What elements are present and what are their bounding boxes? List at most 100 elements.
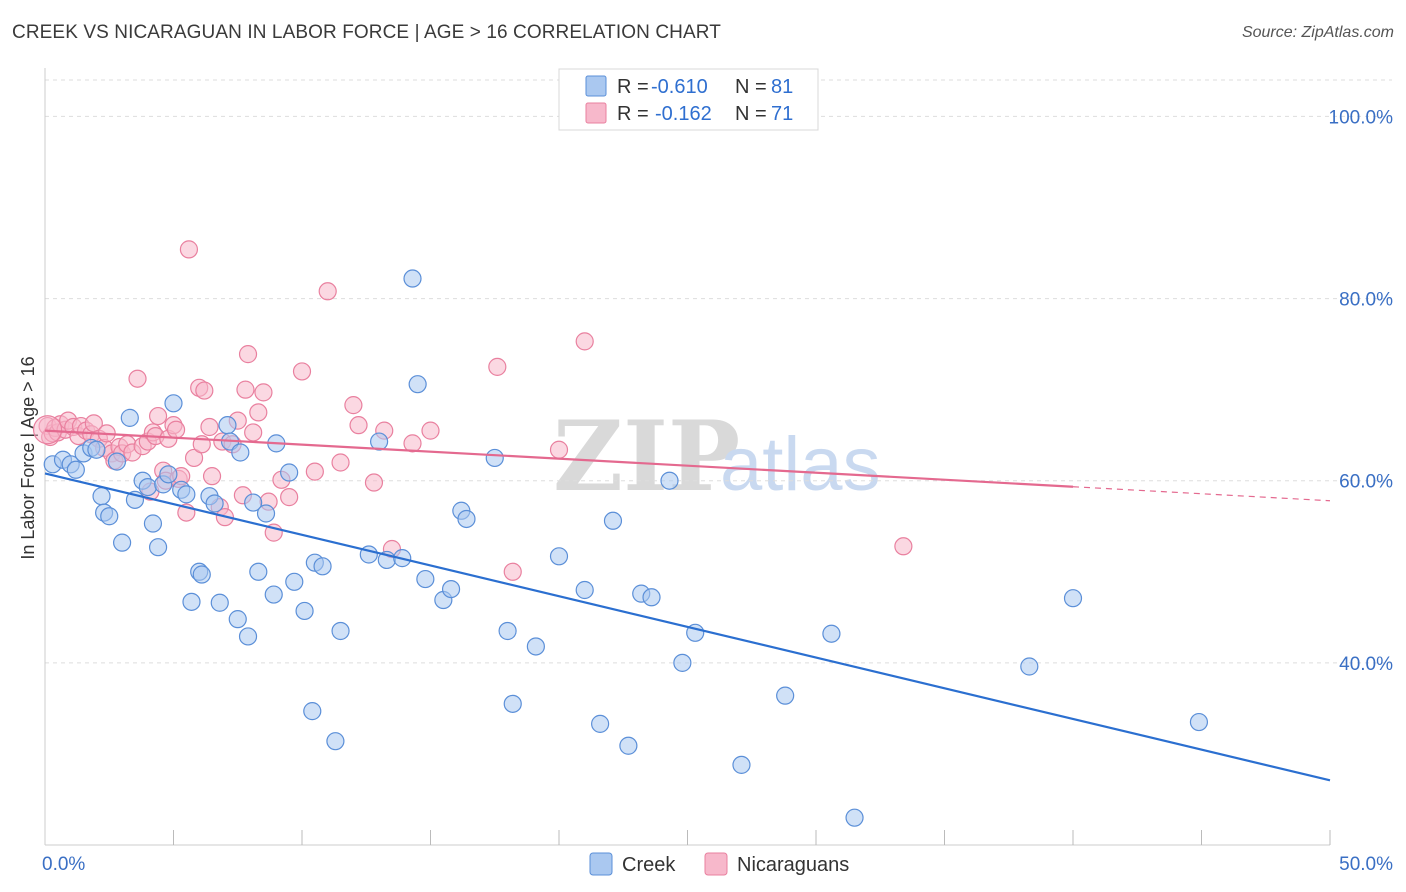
x-tick-label: 0.0% xyxy=(42,854,85,875)
nicaraguans-trend-line xyxy=(44,429,1074,488)
nicaraguans-points xyxy=(32,240,913,581)
x-tick-label: 50.0% xyxy=(1339,854,1393,875)
nicaraguan-point xyxy=(280,488,299,507)
legend-r-value: -0.162 xyxy=(655,103,712,125)
nicaraguan-point xyxy=(249,403,268,422)
tick-labels: 40.0% 60.0% 80.0% 100.0% 0.0% 50.0% xyxy=(42,107,1393,875)
creek-point xyxy=(295,601,314,621)
creek-point xyxy=(845,808,864,827)
nicaraguan-point xyxy=(236,380,255,399)
legend: R = -0.610 N = 81 R = -0.162 N = 71 xyxy=(558,68,819,131)
creek-point xyxy=(526,637,545,656)
creek-point xyxy=(498,621,517,641)
legend-n-value: 81 xyxy=(771,76,793,98)
creek-point xyxy=(776,686,795,705)
creek-point xyxy=(205,494,224,513)
nicaraguan-point xyxy=(184,448,204,468)
creek-trend-line xyxy=(44,472,1331,782)
legend-swatch-creek xyxy=(585,75,607,97)
nicaraguan-point xyxy=(549,440,569,459)
legend-n-value: 71 xyxy=(771,103,793,125)
creek-point xyxy=(256,504,276,523)
creek-point xyxy=(177,485,196,504)
nicaraguan-point xyxy=(195,381,214,400)
y-axis-label: In Labor Force | Age > 16 xyxy=(18,356,38,559)
creek-point xyxy=(249,562,268,581)
watermark-zip: ZIP xyxy=(553,400,740,513)
creek-point xyxy=(370,432,389,451)
creek-point xyxy=(107,452,127,471)
nicaraguan-point xyxy=(318,282,337,301)
y-tick-label: 60.0% xyxy=(1339,472,1393,493)
creek-point xyxy=(148,538,168,557)
creek-point xyxy=(1063,589,1083,608)
creek-point xyxy=(182,592,201,611)
creek-point xyxy=(120,408,139,427)
creek-point xyxy=(100,507,119,526)
nicaraguan-point xyxy=(421,421,440,440)
creek-point xyxy=(591,714,610,733)
nicaraguan-point xyxy=(244,423,263,442)
creek-point xyxy=(408,375,427,394)
bottom-legend-label-nicaraguans: Nicaraguans xyxy=(737,854,849,876)
nicaraguan-point xyxy=(575,332,594,351)
nicaraguan-point xyxy=(179,240,199,259)
creek-point xyxy=(210,593,229,612)
creek-point xyxy=(264,585,283,604)
creek-point xyxy=(92,487,111,506)
creek-point xyxy=(485,448,504,468)
creek-point xyxy=(575,580,594,600)
axes xyxy=(44,68,1331,846)
gridlines xyxy=(45,79,1392,664)
creek-point xyxy=(192,565,211,584)
bottom-legend-label-creek: Creek xyxy=(622,854,676,876)
creek-point xyxy=(403,269,422,288)
legend-swatch-nicaraguans xyxy=(585,102,607,124)
legend-n-label: N = xyxy=(735,76,767,98)
nicaraguan-point xyxy=(202,467,222,486)
nicaraguan-point xyxy=(292,362,312,381)
nicaraguan-point xyxy=(344,396,363,415)
nicaraguan-point xyxy=(349,416,368,435)
creek-point xyxy=(285,572,304,591)
creek-point xyxy=(1189,712,1209,732)
nicaraguan-point xyxy=(148,406,168,426)
bottom-legend-swatch-nicaraguans xyxy=(704,852,728,876)
creek-point xyxy=(603,511,623,530)
creek-point xyxy=(822,624,841,643)
nicaraguan-point xyxy=(305,462,324,481)
creek-points xyxy=(43,269,1209,827)
bottom-legend-swatch-creek xyxy=(589,852,613,876)
nicaraguan-point xyxy=(331,453,350,472)
y-tick-label: 40.0% xyxy=(1339,654,1393,675)
nicaraguan-point xyxy=(894,537,913,556)
legend-r-label: R = xyxy=(617,76,649,98)
chart-source: Source: ZipAtlas.com xyxy=(1241,24,1394,41)
creek-point xyxy=(673,653,692,672)
creek-point xyxy=(159,465,178,484)
creek-point xyxy=(138,477,157,497)
creek-point xyxy=(112,533,132,552)
creek-point xyxy=(503,694,522,713)
trend-lines xyxy=(44,429,1331,782)
nicaraguan-point xyxy=(166,420,186,439)
creek-point xyxy=(732,755,751,774)
creek-point xyxy=(303,702,322,721)
creek-point xyxy=(313,557,332,576)
y-tick-label: 80.0% xyxy=(1339,290,1393,311)
creek-point xyxy=(416,569,435,589)
creek-point xyxy=(280,463,299,482)
nicaraguan-point xyxy=(254,383,273,402)
creek-point xyxy=(87,440,106,459)
creek-point xyxy=(331,621,350,641)
creek-point xyxy=(549,547,569,566)
legend-r-label: R = xyxy=(617,103,649,125)
chart-title: CREEK VS NICARAGUAN IN LABOR FORCE | AGE… xyxy=(12,22,721,43)
nicaraguan-point xyxy=(403,434,422,453)
nicaraguan-point xyxy=(503,562,522,581)
creek-point xyxy=(143,514,163,533)
nicaraguans-trend-extension xyxy=(1072,486,1331,502)
creek-point xyxy=(441,579,461,599)
creek-point xyxy=(231,443,250,462)
